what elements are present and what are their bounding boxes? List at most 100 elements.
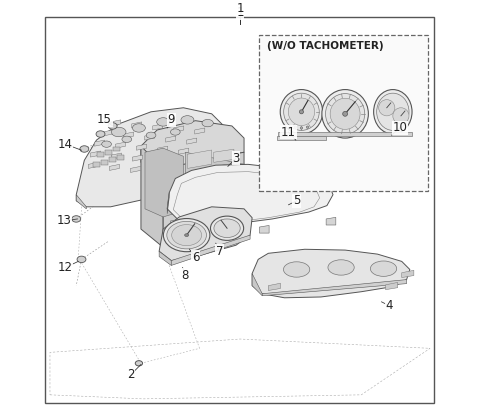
Ellipse shape [102, 141, 111, 147]
Ellipse shape [373, 90, 412, 134]
Polygon shape [214, 160, 224, 176]
Text: 3: 3 [232, 152, 240, 165]
Polygon shape [163, 152, 244, 247]
Polygon shape [88, 162, 98, 169]
Text: 5: 5 [293, 194, 300, 207]
Polygon shape [145, 148, 183, 217]
Polygon shape [167, 164, 333, 224]
Polygon shape [159, 251, 171, 266]
Ellipse shape [132, 124, 145, 132]
Ellipse shape [284, 93, 319, 130]
Polygon shape [231, 164, 244, 173]
Polygon shape [136, 144, 146, 150]
Polygon shape [174, 126, 184, 132]
Polygon shape [111, 153, 121, 159]
Text: 15: 15 [97, 113, 112, 127]
Polygon shape [214, 149, 234, 162]
Ellipse shape [328, 260, 354, 275]
Ellipse shape [80, 146, 89, 152]
Ellipse shape [170, 129, 180, 135]
Ellipse shape [72, 216, 81, 222]
Ellipse shape [300, 127, 303, 129]
Ellipse shape [214, 219, 240, 238]
Polygon shape [195, 128, 205, 134]
Text: 1: 1 [236, 6, 244, 19]
Polygon shape [171, 235, 250, 266]
Polygon shape [231, 178, 244, 187]
Polygon shape [157, 146, 168, 152]
Text: 11: 11 [281, 125, 296, 139]
Polygon shape [268, 283, 280, 291]
Ellipse shape [172, 224, 202, 246]
Text: 4: 4 [386, 299, 393, 312]
Polygon shape [385, 282, 398, 290]
Ellipse shape [400, 126, 402, 128]
Polygon shape [90, 151, 100, 157]
Ellipse shape [146, 132, 156, 139]
Polygon shape [105, 150, 112, 155]
Polygon shape [326, 217, 336, 225]
Ellipse shape [202, 120, 213, 127]
Text: 2: 2 [127, 368, 134, 381]
Polygon shape [185, 152, 244, 227]
Ellipse shape [393, 108, 409, 124]
Text: 13: 13 [57, 215, 72, 227]
Bar [259, 35, 429, 191]
Polygon shape [95, 140, 105, 146]
Text: (W/O TACHOMETER): (W/O TACHOMETER) [267, 41, 384, 51]
Polygon shape [159, 207, 252, 261]
Text: 14: 14 [58, 138, 73, 151]
Ellipse shape [379, 99, 395, 116]
Text: 10: 10 [392, 122, 407, 134]
Text: 9: 9 [168, 113, 175, 127]
Ellipse shape [108, 123, 117, 129]
Polygon shape [262, 279, 407, 296]
Polygon shape [166, 136, 176, 142]
Ellipse shape [181, 115, 194, 124]
Polygon shape [132, 155, 143, 161]
Polygon shape [123, 132, 133, 138]
Ellipse shape [122, 136, 132, 143]
Polygon shape [93, 162, 100, 167]
Polygon shape [110, 120, 121, 126]
Ellipse shape [77, 256, 86, 263]
Polygon shape [97, 152, 104, 157]
Polygon shape [187, 186, 210, 201]
Ellipse shape [280, 90, 323, 134]
Text: 8: 8 [182, 269, 189, 282]
Ellipse shape [325, 94, 365, 134]
Polygon shape [141, 146, 163, 247]
Polygon shape [109, 164, 120, 171]
Polygon shape [187, 169, 212, 185]
Ellipse shape [96, 131, 105, 137]
Polygon shape [277, 136, 326, 140]
Polygon shape [131, 166, 141, 173]
Polygon shape [144, 134, 155, 140]
Polygon shape [116, 142, 126, 148]
Ellipse shape [163, 219, 210, 252]
Ellipse shape [294, 126, 297, 128]
Ellipse shape [343, 111, 348, 116]
Polygon shape [76, 108, 228, 207]
Polygon shape [278, 132, 412, 136]
Polygon shape [214, 178, 232, 189]
Text: 6: 6 [192, 251, 199, 264]
Text: 7: 7 [216, 245, 224, 258]
Polygon shape [132, 122, 142, 128]
Polygon shape [231, 206, 244, 215]
Ellipse shape [377, 93, 409, 130]
Ellipse shape [404, 123, 406, 125]
Ellipse shape [211, 216, 244, 240]
Polygon shape [141, 121, 244, 169]
Polygon shape [179, 148, 189, 154]
Polygon shape [118, 155, 124, 159]
Polygon shape [231, 192, 244, 201]
Polygon shape [187, 138, 197, 144]
Ellipse shape [135, 361, 143, 366]
Polygon shape [187, 150, 212, 169]
Ellipse shape [322, 90, 368, 138]
Ellipse shape [156, 118, 169, 126]
Polygon shape [109, 157, 116, 162]
Text: 12: 12 [58, 261, 73, 274]
Polygon shape [252, 249, 410, 298]
